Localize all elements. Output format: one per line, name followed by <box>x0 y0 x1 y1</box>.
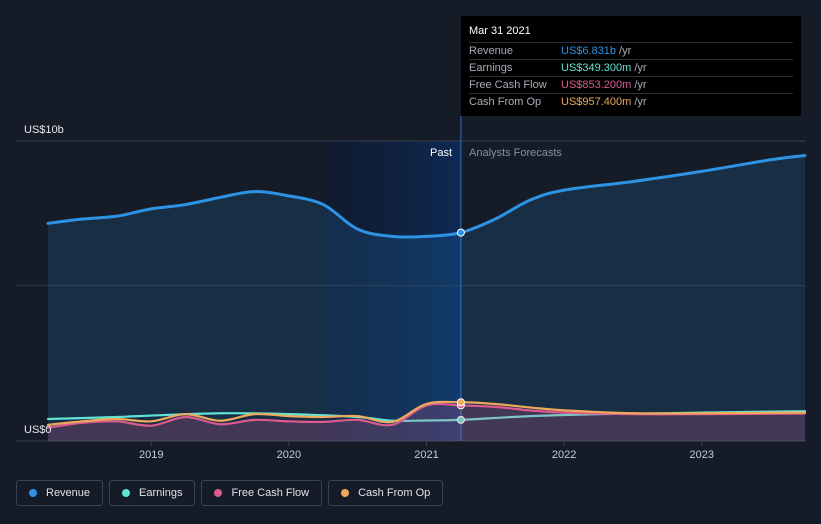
y-tick-label: US$10b <box>24 124 64 136</box>
legend-item-free-cash-flow[interactable]: Free Cash Flow <box>201 480 323 506</box>
revenue-marker <box>456 228 465 237</box>
tooltip-value: US$6.831b <box>561 45 617 57</box>
revenue-dot-icon <box>29 489 37 497</box>
earnings-marker <box>456 415 465 424</box>
x-tick-label: 2020 <box>277 449 301 461</box>
tooltip-date: Mar 31 2021 <box>469 25 531 37</box>
earnings-dot-icon <box>122 489 131 497</box>
tooltip-value: US$957.400m <box>561 96 632 108</box>
revenue-line <box>46 153 807 239</box>
legend-label: Free Cash Flow <box>231 487 310 499</box>
tooltip-row-earnings: Earnings US$349.300m /yr <box>469 59 793 76</box>
tooltip-value: US$853.200m <box>561 79 632 91</box>
free-cash-flow-area <box>48 403 805 441</box>
x-tick-label: 2023 <box>690 449 714 461</box>
y-tick-label: US$0 <box>24 424 52 436</box>
tooltip-label: Free Cash Flow <box>469 79 547 91</box>
tooltip-unit: /yr <box>634 96 647 108</box>
x-tick-label: 2022 <box>552 449 576 461</box>
x-tick-label: 2021 <box>414 449 438 461</box>
legend-label: Cash From Op <box>358 487 431 499</box>
cash-from-op-line <box>46 400 807 426</box>
past-label: Past <box>430 147 453 159</box>
forecast-label: Analysts Forecasts <box>469 147 562 159</box>
tooltip-row-revenue: Revenue US$6.831b /yr <box>469 42 793 59</box>
free-cash-flow-line <box>46 402 807 429</box>
tooltip-unit: /yr <box>619 45 632 57</box>
free-cash-flow-dot-icon <box>214 489 223 497</box>
legend-item-cash-from-op[interactable]: Cash From Op <box>328 480 444 506</box>
tooltip-label: Cash From Op <box>469 96 542 108</box>
cash-from-op-marker <box>456 398 465 407</box>
legend-label: Revenue <box>46 487 91 499</box>
legend-item-earnings[interactable]: Earnings <box>109 480 196 506</box>
tooltip: Mar 31 2021 Revenue US$6.831b /yr Earnin… <box>461 16 801 116</box>
tooltip-row-cash-from-op: Cash From Op US$957.400m /yr <box>469 93 793 110</box>
cash-from-op-dot-icon <box>341 489 350 497</box>
revenue-area <box>48 155 805 441</box>
past-region <box>323 141 461 441</box>
legend-label: Earnings <box>139 487 183 499</box>
tooltip-unit: /yr <box>634 79 647 91</box>
x-tick-label: 2019 <box>139 449 163 461</box>
tooltip-label: Revenue <box>469 45 514 57</box>
legend: Revenue Earnings Free Cash Flow Cash Fro… <box>16 480 444 508</box>
tooltip-row-free-cash-flow: Free Cash Flow US$853.200m /yr <box>469 76 793 93</box>
tooltip-label: Earnings <box>469 62 513 74</box>
legend-item-revenue[interactable]: Revenue <box>16 480 104 506</box>
tooltip-unit: /yr <box>634 62 647 74</box>
tooltip-value: US$349.300m <box>561 62 632 74</box>
